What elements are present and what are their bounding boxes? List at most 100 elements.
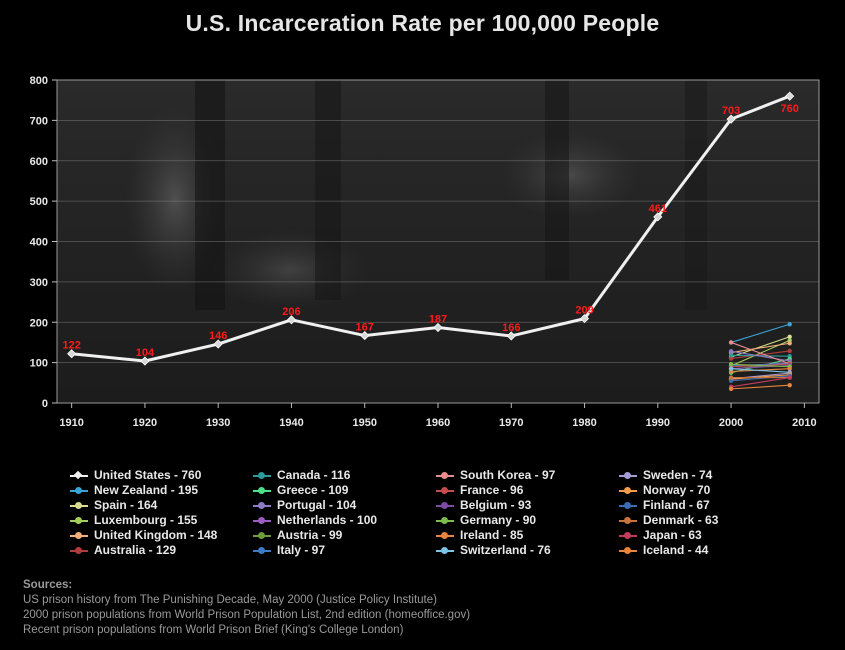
y-tick-label: 400 bbox=[30, 237, 48, 249]
legend-label: France - 96 bbox=[460, 483, 524, 497]
y-tick-label: 300 bbox=[30, 277, 48, 289]
data-point bbox=[728, 366, 734, 371]
series-layer: 122 104 146 206 167 187 166 209 461 703 760 bbox=[62, 91, 799, 392]
data-point bbox=[728, 353, 734, 358]
data-label: 122 bbox=[62, 340, 80, 352]
data-point bbox=[728, 356, 734, 361]
series-line bbox=[730, 350, 790, 362]
source-line: Recent prison populations from World Pri… bbox=[23, 624, 404, 636]
x-tick-label: 1970 bbox=[499, 417, 523, 429]
data-point bbox=[726, 114, 736, 124]
y-tick-label: 800 bbox=[30, 75, 48, 87]
data-point bbox=[728, 362, 734, 367]
legend-label: Belgium - 93 bbox=[460, 498, 532, 512]
data-label: 146 bbox=[209, 330, 227, 342]
legend-label: Austria - 99 bbox=[277, 528, 343, 542]
data-point bbox=[787, 334, 792, 339]
legend-swatch bbox=[436, 472, 454, 479]
y-tick-label: 0 bbox=[42, 398, 48, 410]
legend-swatch bbox=[253, 547, 271, 554]
data-point bbox=[787, 322, 792, 327]
data-point bbox=[67, 349, 77, 359]
data-point bbox=[785, 91, 795, 101]
legend-label: Italy - 97 bbox=[277, 543, 326, 557]
y-tick-label: 500 bbox=[30, 196, 48, 208]
series-line bbox=[731, 368, 790, 373]
data-label: 167 bbox=[356, 322, 374, 334]
legend-label: Ireland - 85 bbox=[460, 528, 524, 542]
legend-label: Luxembourg - 155 bbox=[94, 513, 198, 527]
grid bbox=[57, 119, 819, 364]
data-point bbox=[653, 212, 663, 222]
series-line bbox=[731, 350, 790, 360]
legend-label: United States - 760 bbox=[94, 468, 202, 482]
legend-label: Finland - 67 bbox=[643, 498, 710, 512]
legend-label: Switzerland - 76 bbox=[460, 543, 551, 557]
y-tick-label: 600 bbox=[30, 156, 48, 168]
data-label: 461 bbox=[649, 203, 667, 215]
data-point bbox=[728, 378, 734, 383]
legend-label: Netherlands - 100 bbox=[277, 513, 378, 527]
legend-swatch bbox=[70, 532, 88, 539]
legend-label: Canada - 116 bbox=[277, 468, 351, 482]
series-line bbox=[730, 323, 790, 343]
legend-label: Portugal - 104 bbox=[277, 498, 357, 512]
chart-title: U.S. Incarceration Rate per 100,000 Peop… bbox=[185, 10, 660, 36]
legend-label: Sweden - 74 bbox=[643, 468, 713, 482]
y-axis: 0 100 200 300 400 500 600 700 800 bbox=[30, 75, 57, 410]
x-tick-label: 1960 bbox=[426, 417, 450, 429]
legend-label: Denmark - 63 bbox=[643, 513, 719, 527]
legend-swatch bbox=[619, 517, 637, 524]
x-tick-label: 2000 bbox=[719, 417, 743, 429]
legend-swatch bbox=[619, 547, 637, 554]
x-tick-label: 2010 bbox=[792, 417, 816, 429]
data-point bbox=[140, 356, 150, 366]
legend-swatch bbox=[253, 502, 271, 509]
legend-label: Iceland - 44 bbox=[643, 543, 709, 557]
legend-swatch bbox=[619, 487, 637, 494]
x-tick-label: 1910 bbox=[59, 417, 83, 429]
legend-swatch bbox=[619, 532, 637, 539]
series-line bbox=[731, 375, 790, 382]
legend-label: New Zealand - 195 bbox=[94, 483, 199, 497]
legend-swatch bbox=[436, 517, 454, 524]
data-point bbox=[728, 386, 734, 392]
legend-swatch bbox=[70, 517, 88, 524]
data-point bbox=[787, 348, 792, 354]
legend-swatch bbox=[619, 502, 637, 509]
data-point bbox=[579, 314, 590, 324]
legend-swatch bbox=[253, 517, 271, 524]
data-point bbox=[787, 366, 792, 371]
legend-swatch bbox=[436, 532, 454, 539]
data-label: 104 bbox=[136, 347, 155, 359]
x-tick-label: 1950 bbox=[352, 417, 376, 429]
data-point bbox=[360, 331, 370, 341]
legend-swatch bbox=[70, 502, 88, 509]
legend-swatch bbox=[70, 547, 88, 554]
data-point bbox=[728, 340, 734, 345]
data-label: 209 bbox=[575, 305, 593, 317]
legend-swatch bbox=[436, 502, 454, 509]
data-label: 166 bbox=[502, 322, 520, 334]
series-line bbox=[731, 384, 790, 390]
legend-label: Australia - 129 bbox=[94, 543, 177, 557]
data-point bbox=[506, 331, 516, 341]
legend-swatch bbox=[253, 532, 271, 539]
data-point bbox=[787, 341, 792, 346]
x-axis: 1910 1920 1930 1940 1950 1960 1970 1980 1990 2000… bbox=[59, 403, 817, 429]
series-line bbox=[731, 374, 790, 380]
legend-label: South Korea - 97 bbox=[460, 468, 556, 482]
legend-swatch bbox=[70, 470, 88, 480]
data-point bbox=[213, 339, 223, 349]
legend-swatch bbox=[253, 487, 271, 494]
series-line bbox=[730, 341, 790, 365]
data-label: 187 bbox=[429, 313, 447, 325]
legend-swatch bbox=[436, 487, 454, 494]
data-label: 703 bbox=[722, 105, 740, 117]
y-tick-label: 200 bbox=[30, 317, 48, 329]
x-tick-label: 1940 bbox=[279, 417, 303, 429]
legend-label: Norway - 70 bbox=[643, 483, 711, 497]
data-point bbox=[787, 375, 792, 380]
x-tick-label: 1990 bbox=[646, 417, 670, 429]
legend-label: Spain - 164 bbox=[94, 498, 158, 512]
